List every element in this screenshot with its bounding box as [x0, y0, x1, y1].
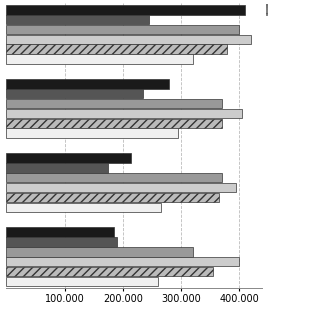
Bar: [6, 89, 143, 99]
Bar: [6, 25, 239, 34]
Bar: [6, 193, 219, 202]
Bar: [6, 173, 222, 182]
Bar: [6, 35, 251, 44]
Bar: [6, 128, 178, 138]
Bar: [6, 237, 117, 247]
Bar: [6, 163, 108, 172]
Bar: [6, 79, 169, 89]
Bar: [6, 267, 213, 276]
Bar: [6, 99, 222, 108]
Bar: [6, 119, 222, 128]
Bar: [6, 277, 158, 286]
Bar: [6, 228, 114, 237]
Bar: [6, 5, 245, 14]
Bar: [6, 109, 242, 118]
Bar: [6, 247, 193, 257]
Bar: [6, 257, 239, 267]
Bar: [6, 203, 161, 212]
Bar: [6, 54, 193, 64]
Bar: [6, 183, 236, 192]
Bar: [6, 15, 149, 24]
Legend: , , , , , : , , , , ,: [266, 4, 267, 15]
Bar: [6, 44, 228, 54]
Bar: [6, 153, 132, 163]
